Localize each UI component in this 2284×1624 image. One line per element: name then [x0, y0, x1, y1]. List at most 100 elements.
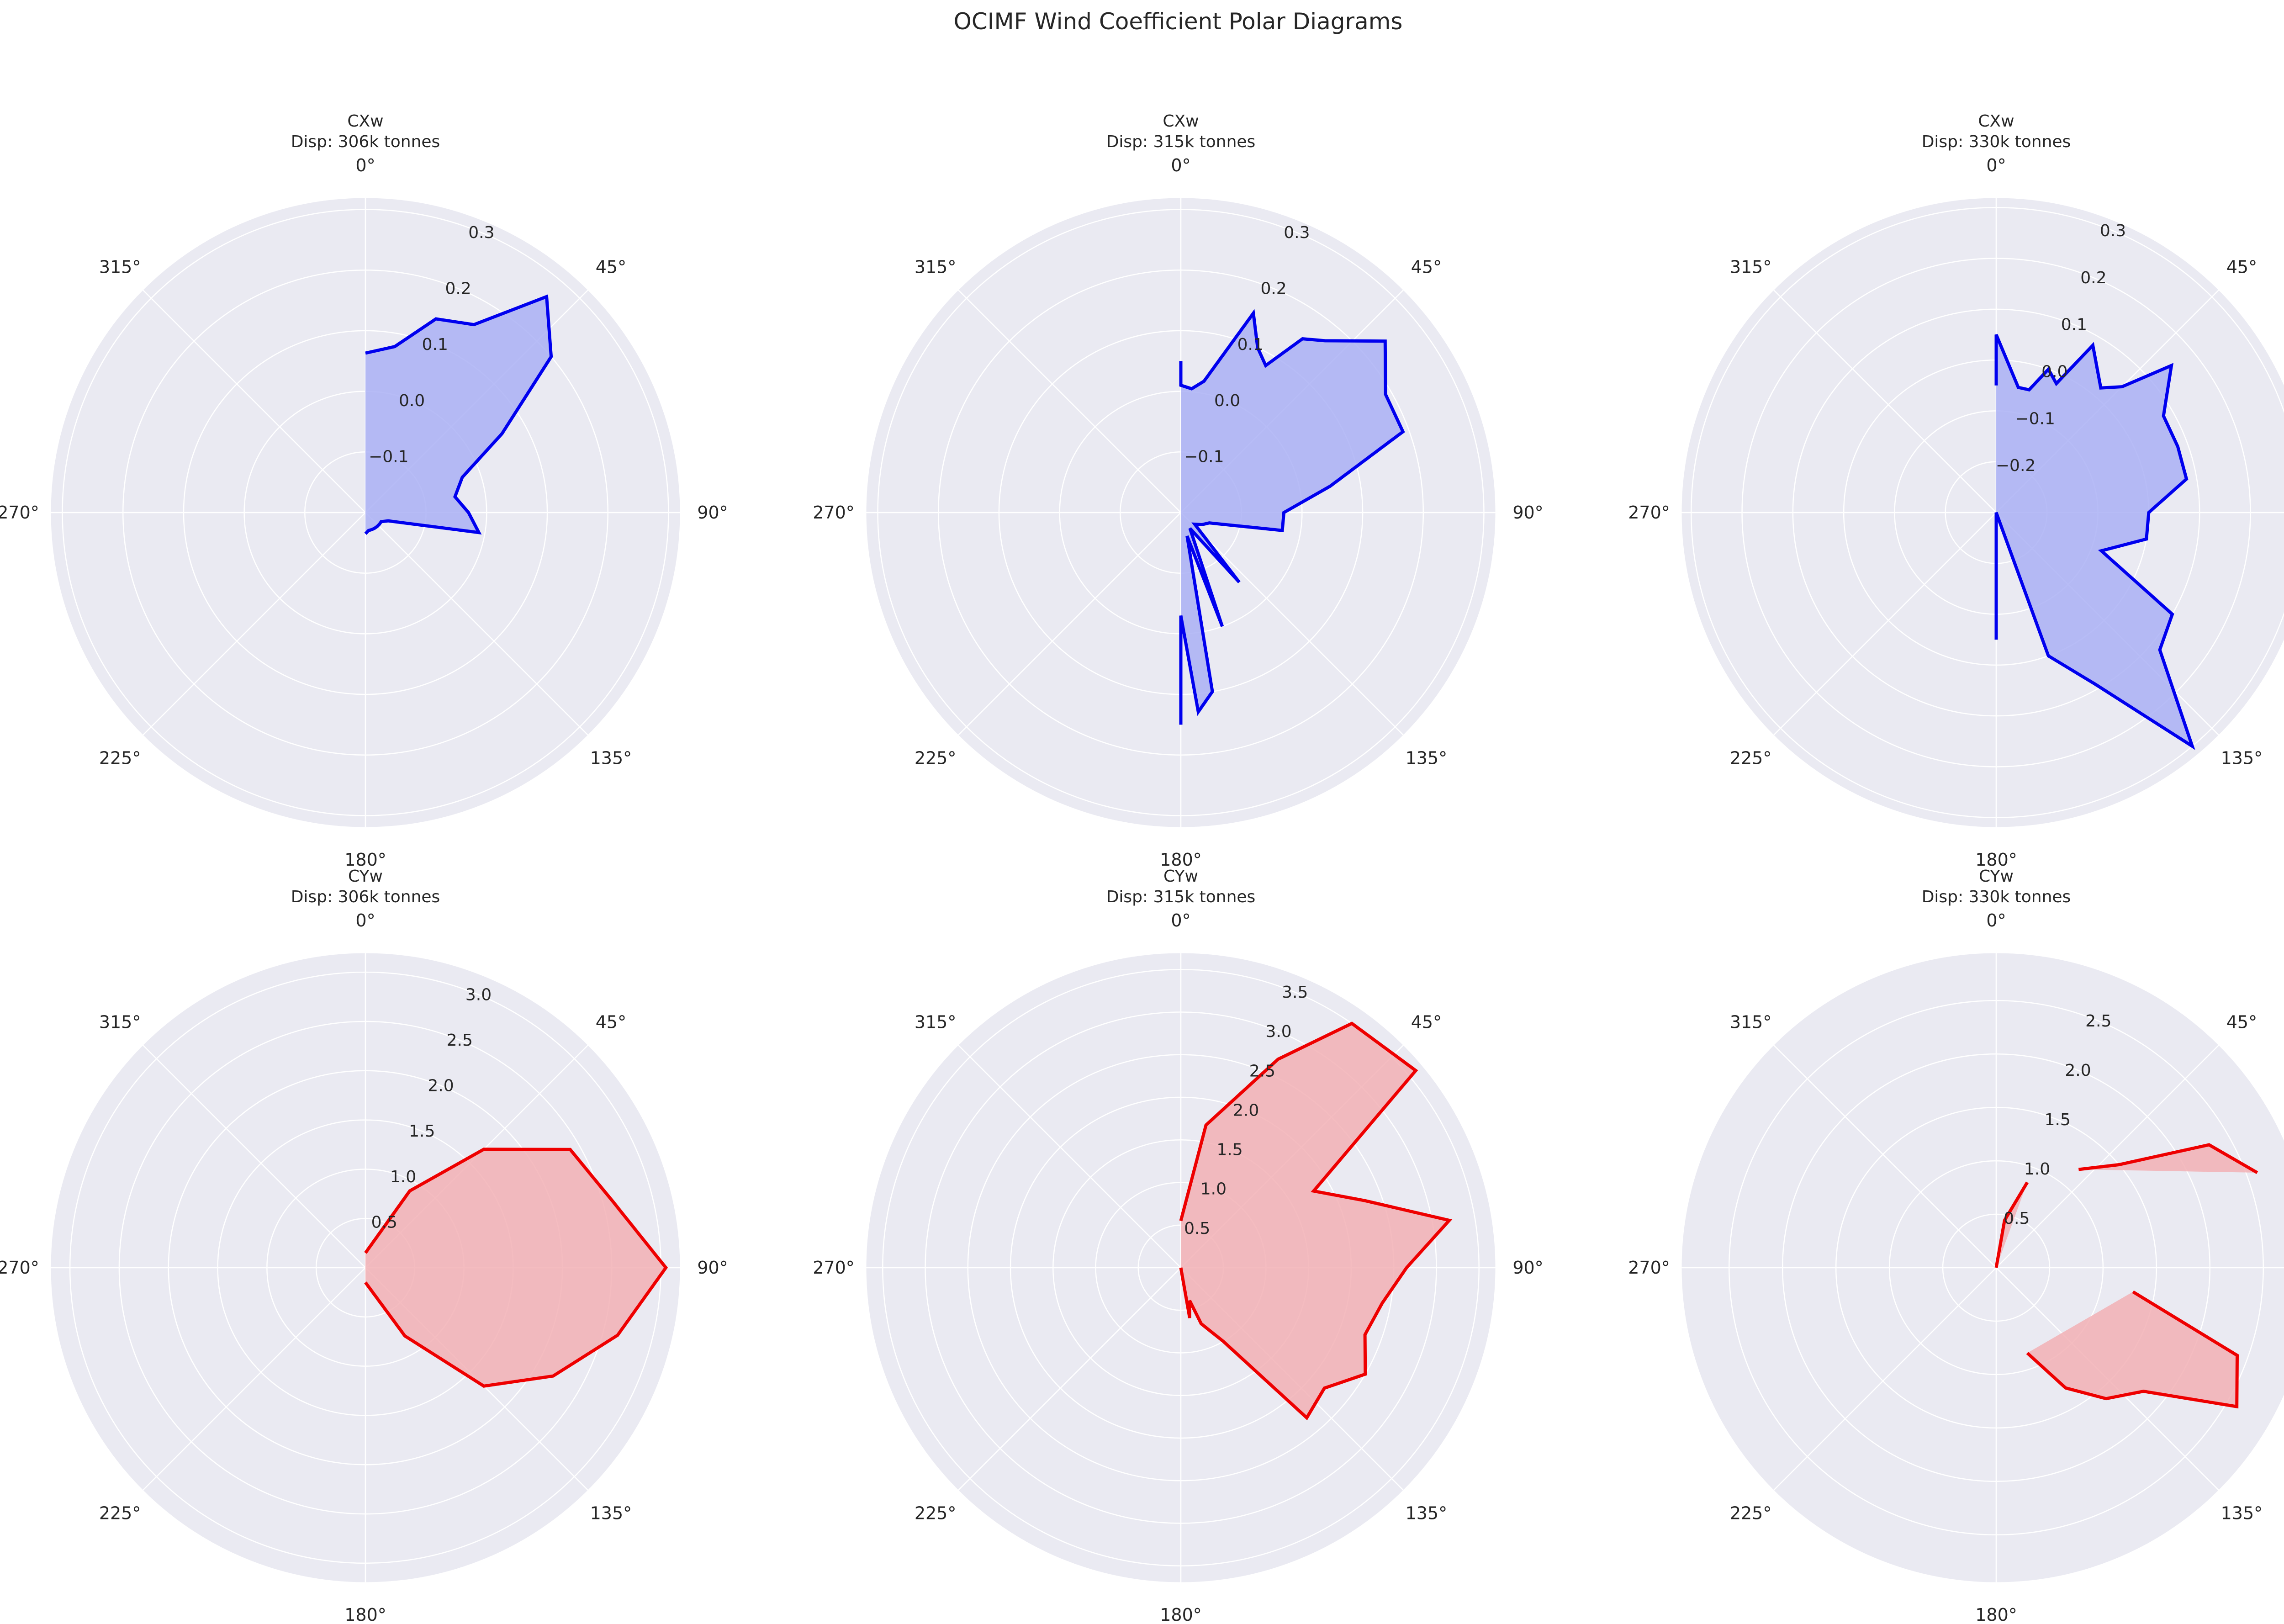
panel-subtitle: Disp: 330k tonnes — [1922, 888, 2071, 906]
angle-tick-label: 135° — [590, 1503, 632, 1523]
figure-title: OCIMF Wind Coefficient Polar Diagrams — [953, 8, 1403, 35]
radial-tick-label: 0.0 — [399, 391, 425, 410]
panel-subtitle: Disp: 306k tonnes — [291, 888, 440, 906]
angle-tick-label: 0° — [1986, 155, 2006, 175]
angle-tick-label: 270° — [813, 1258, 855, 1278]
radial-tick-label: 1.0 — [2024, 1160, 2050, 1179]
radial-tick-label: 0.2 — [445, 280, 471, 298]
radial-tick-label: 2.0 — [428, 1077, 454, 1095]
radial-tick-label: 3.0 — [465, 985, 492, 1004]
radial-tick-label: 0.0 — [1214, 391, 1240, 410]
radial-tick-label: 2.0 — [1233, 1101, 1259, 1120]
angular-gridline — [142, 1267, 366, 1491]
radial-tick-label: −0.1 — [369, 447, 408, 466]
series-line — [2026, 1290, 2239, 1409]
polar-panel: 0°45°90°135°180°225°270°315°−0.2−0.10.00… — [1628, 112, 2284, 870]
radial-tick-label: 2.5 — [2085, 1012, 2111, 1031]
angle-tick-label: 90° — [697, 1258, 728, 1278]
angular-gridline — [957, 1267, 1181, 1491]
angular-gridline — [1773, 512, 1997, 736]
angle-tick-label: 225° — [1730, 748, 1772, 768]
series-line — [364, 294, 553, 535]
radial-tick-label: 2.5 — [1249, 1062, 1275, 1080]
angle-tick-label: 315° — [1730, 257, 1772, 277]
angle-tick-label: 90° — [1512, 503, 1543, 523]
angle-tick-label: 135° — [1406, 1503, 1448, 1523]
angle-tick-label: 180° — [1975, 850, 2017, 870]
angular-gridline — [1996, 1044, 2220, 1268]
radial-tick-label: 0.3 — [2100, 222, 2126, 240]
radial-tick-label: 1.0 — [1200, 1180, 1227, 1199]
angle-tick-label: 180° — [344, 1605, 386, 1624]
angle-tick-label: 135° — [1406, 748, 1448, 768]
series-fill — [1181, 313, 1403, 725]
polar-panel: 0°45°90°135°180°225°270°315°0.51.01.52.0… — [1628, 867, 2284, 1624]
angle-tick-label: 0° — [1171, 910, 1190, 931]
series-line — [364, 1148, 668, 1388]
polar-panel: 0° 45° 90° 135° 180° 225° 270° 315° −0.1 0.0 0.1 0.… — [813, 112, 1543, 870]
angle-tick-label: 180° — [344, 850, 386, 870]
series-fill — [1996, 1182, 2027, 1268]
angle-tick-label: 315° — [915, 1012, 957, 1032]
angle-tick-label: 270° — [0, 503, 39, 523]
angle-tick-label: 0° — [355, 155, 375, 175]
angle-tick-label: 135° — [590, 748, 632, 768]
angle-tick-label: 270° — [813, 503, 855, 523]
angular-gridline — [365, 512, 589, 736]
radial-tick-label: 0.5 — [371, 1213, 397, 1232]
series-fill — [2027, 1291, 2237, 1407]
series-line — [2078, 1143, 2258, 1174]
angle-tick-label: 225° — [1730, 1503, 1772, 1523]
panel-title: CYw — [1163, 867, 1198, 886]
series-fill — [365, 1149, 666, 1386]
angle-tick-label: 270° — [0, 1258, 39, 1278]
angle-tick-label: 315° — [1730, 1012, 1772, 1032]
angle-tick-label: 90° — [1512, 1258, 1543, 1278]
radial-tick-label: 0.5 — [1184, 1219, 1210, 1238]
angle-tick-label: 45° — [2226, 1012, 2257, 1032]
angular-gridline — [1773, 289, 1997, 513]
panel-title: CYw — [348, 867, 383, 886]
series-line — [1994, 1181, 2029, 1268]
angle-tick-label: 315° — [915, 257, 957, 277]
angular-gridline — [142, 1044, 366, 1268]
angle-tick-label: 45° — [1411, 1012, 1442, 1032]
series-line — [1179, 1021, 1453, 1421]
angle-tick-label: 45° — [2226, 257, 2257, 277]
series-fill — [2078, 1145, 2258, 1173]
radial-tick-label: 0.1 — [1237, 335, 1264, 354]
radial-tick-label: 0.0 — [2041, 363, 2067, 381]
panel-title: CXw — [347, 112, 383, 131]
angle-tick-label: 180° — [1160, 1605, 1202, 1624]
radial-tick-label: 0.3 — [468, 223, 494, 242]
series-fill — [365, 296, 551, 534]
radial-tick-label: 0.1 — [2061, 316, 2087, 334]
panel-subtitle: Disp: 306k tonnes — [291, 132, 440, 151]
radial-tick-label: 1.5 — [2045, 1111, 2071, 1129]
angular-gridline — [957, 289, 1181, 513]
angle-tick-label: 270° — [1628, 1258, 1670, 1278]
angle-tick-label: 270° — [1628, 503, 1670, 523]
radial-tick-label: −0.2 — [1996, 456, 2036, 475]
radial-tick-label: 0.2 — [2080, 269, 2106, 287]
angle-tick-label: 180° — [1160, 850, 1202, 870]
angle-tick-label: 90° — [697, 503, 728, 523]
series-fill — [1181, 1023, 1449, 1418]
radial-tick-label: −0.1 — [2015, 409, 2055, 428]
panel-title: CYw — [1979, 867, 2014, 886]
angle-tick-label: 45° — [596, 257, 626, 277]
angle-tick-label: 225° — [915, 748, 957, 768]
angle-tick-label: 0° — [355, 910, 375, 931]
radial-tick-label: 2.5 — [447, 1031, 473, 1050]
angle-tick-label: 135° — [2221, 748, 2263, 768]
angle-tick-label: 45° — [596, 1012, 626, 1032]
polar-panel: 0°45°90°135°180°225°270°315°0.51.01.52.0… — [0, 867, 728, 1624]
angular-gridline — [1773, 1044, 1997, 1268]
angular-gridline — [957, 1044, 1181, 1268]
radial-tick-label: 2.0 — [2065, 1061, 2091, 1080]
angle-tick-label: 135° — [2221, 1503, 2263, 1523]
radial-tick-label: 0.5 — [2004, 1209, 2030, 1228]
polar-panel: 0°45°90°135°180°225°270°315°0.51.01.52.0… — [813, 867, 1543, 1624]
panel-title: CXw — [1163, 112, 1199, 131]
